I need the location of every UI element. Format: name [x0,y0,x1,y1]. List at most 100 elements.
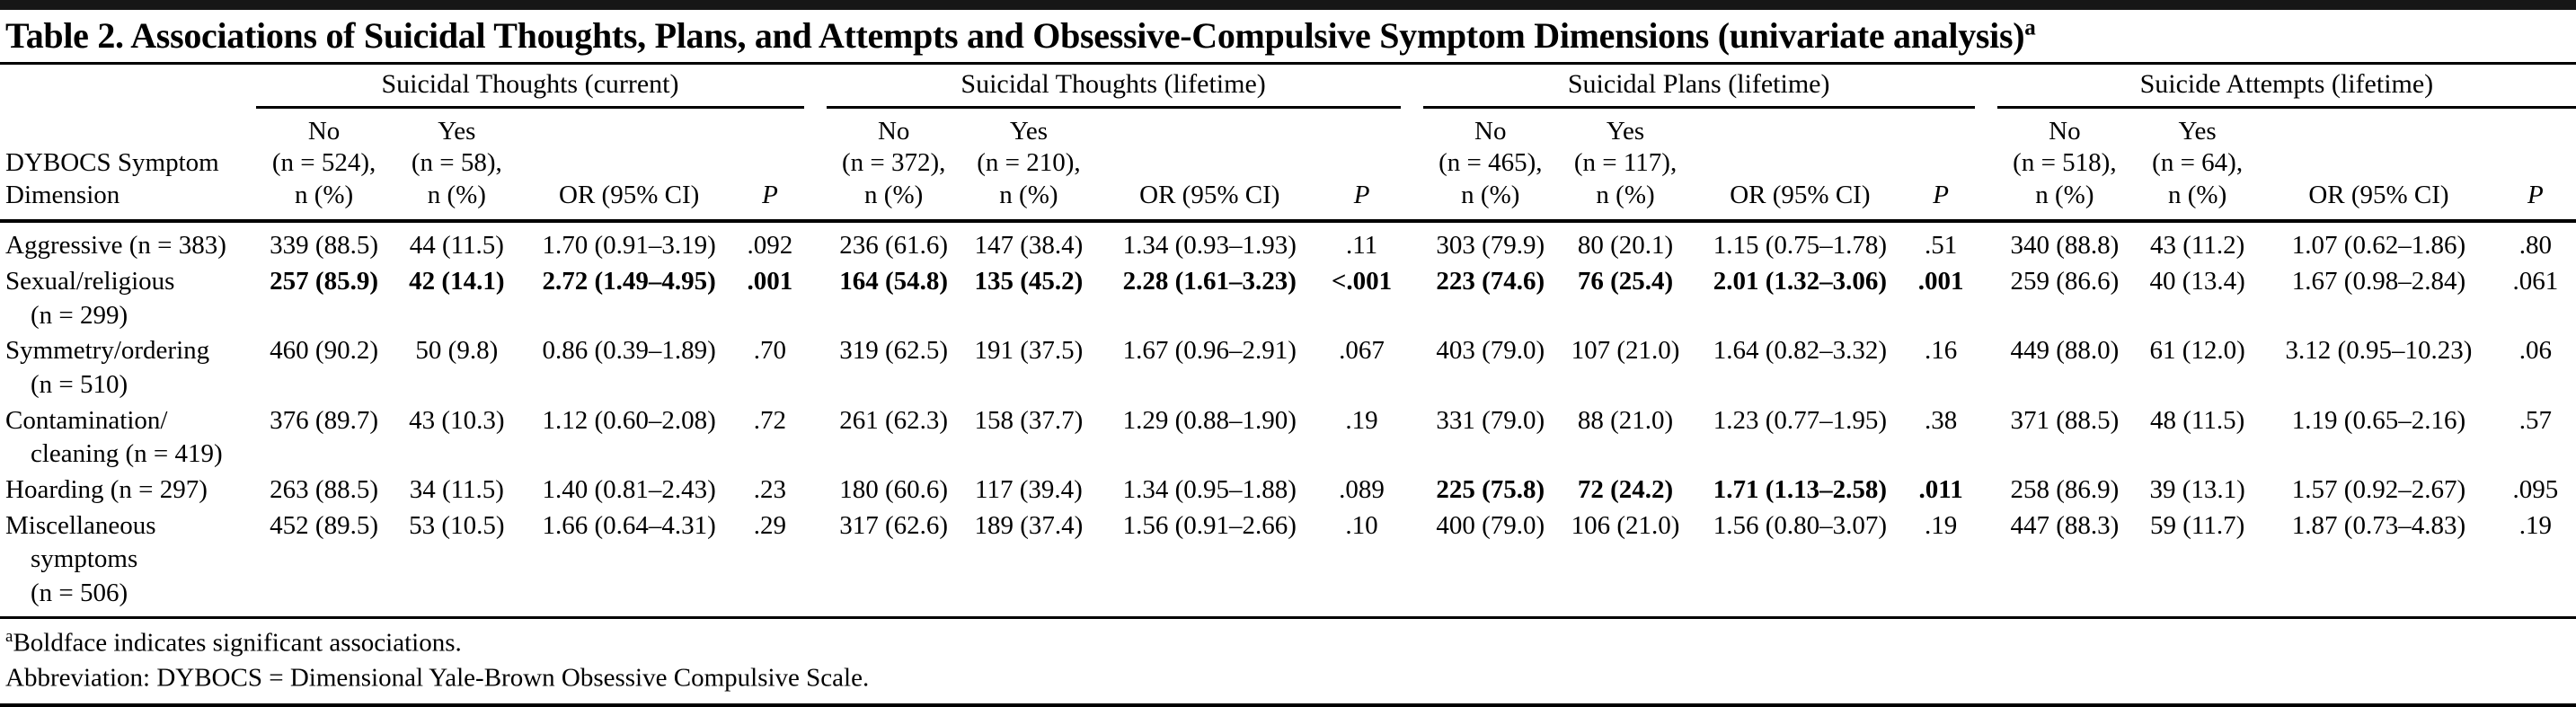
cell-p: .38 [1925,405,1958,435]
cell-p: .70 [753,336,787,366]
label-col-head-spacer [0,64,256,108]
cell-yes: 34 (11.5) [409,474,504,504]
cell-no: 164 (54.8) [839,266,949,296]
cell-or: 1.64 (0.82–3.32) [1713,336,1888,366]
n-pct-label: n (%) [294,180,354,209]
group-gap [1975,333,1997,402]
cell-no: 400 (79.0) [1436,510,1545,540]
group-gap [804,333,827,402]
cell-p: .092 [747,231,793,261]
cell-p: <.001 [1331,266,1393,296]
cell-or: 1.57 (0.92–2.67) [2291,474,2466,504]
cell-or: 2.28 (1.61–3.23) [1122,266,1297,296]
cell-p: .51 [1925,231,1958,261]
n-pct-label: n (%) [1461,180,1520,209]
table-title-row: Table 2. Associations of Suicidal Though… [0,10,2576,62]
cell-no: 261 (62.3) [839,405,949,435]
row-label-line: Symmetry/ordering [5,336,210,366]
cell-or: 1.70 (0.91–3.19) [542,231,716,261]
group-gap [1401,508,1423,618]
row-label-line: Hoarding (n = 297) [5,474,208,504]
yes-label: Yes [1606,117,1645,146]
cell-no: 317 (62.6) [839,510,949,540]
no-label: No [1474,117,1507,146]
footnote-text: Abbreviation: DYBOCS = Dimensional Yale-… [5,663,870,693]
cell-p: .089 [1339,474,1385,504]
cell-yes: 44 (11.5) [409,231,504,261]
yes-n: (n = 58), [411,148,502,178]
n-pct-label: n (%) [864,180,924,209]
cell-or: 1.19 (0.65–2.16) [2291,405,2466,435]
table-row: Hoarding (n = 297) 263 (88.5) 34 (11.5) 1.4… [0,473,2576,508]
group-gap [804,508,827,618]
group-gap [804,473,827,508]
group-gap [804,221,827,264]
cell-yes: 158 (37.7) [974,405,1084,435]
group-gap [1975,403,1997,473]
n-pct-label: n (%) [1596,180,1655,209]
no-n: (n = 372), [841,148,946,178]
col-head-p-g3: P [1907,107,1975,224]
cell-p: .19 [1925,510,1958,540]
row-label-header: DYBOCS Symptom Dimension [0,107,257,224]
col-head-no-g1: No (n = 524), n (%) [256,107,392,224]
cell-p: .10 [1345,510,1378,540]
footnotes: aBoldface indicates significant associat… [0,619,2576,707]
group-gap [804,64,827,108]
group-title-thoughts-current: Suicidal Thoughts (current) [256,63,804,109]
cell-yes: 42 (14.1) [409,266,505,296]
cell-p: .19 [2518,510,2552,540]
group-gap [1975,473,1997,508]
cell-yes: 107 (21.0) [1571,336,1680,366]
cell-yes: 88 (21.0) [1577,405,1674,435]
cell-or: 2.01 (1.32–3.06) [1713,266,1888,296]
col-head-no-g2: No (n = 372), n (%) [826,107,961,224]
col-head-yes-g1: Yes (n = 58), n (%) [391,107,522,224]
group-gap [804,264,827,333]
cell-or: 1.67 (0.96–2.91) [1122,336,1297,366]
subheader-row: DYBOCS Symptom Dimension No (n = 524), n… [0,107,2576,224]
cell-yes: 61 (12.0) [2149,336,2245,366]
row-label-header-line1: DYBOCS Symptom [5,148,219,178]
cell-p: .011 [1918,474,1963,504]
cell-no: 259 (86.6) [2010,266,2120,296]
col-head-p-g4: P [2494,107,2576,224]
yes-n: (n = 210), [977,148,1081,178]
n-pct-label: n (%) [2168,180,2227,209]
cell-or: 1.56 (0.80–3.07) [1713,510,1888,540]
row-label-line: (n = 510) [31,369,128,399]
row-label-header-line2: Dimension [5,180,120,209]
col-head-yes-g3: Yes (n = 117), n (%) [1557,107,1694,224]
row-label: Miscellaneous symptoms (n = 506) [0,508,256,618]
cell-no: 263 (88.5) [270,474,378,504]
footnote-text: Boldface indicates significant associati… [13,628,462,658]
no-label: No [307,117,341,146]
cell-no: 452 (89.5) [270,510,378,540]
cell-or: 1.12 (0.60–2.08) [542,405,716,435]
group-gap [1401,221,1423,264]
table-row: Sexual/religious (n = 299) 257 (85.9) 42 (1… [0,264,2576,333]
row-label: Contamination/cleaning (n = 419) [0,403,256,473]
table-header: Suicidal Thoughts (current) Suicidal Tho… [0,63,2576,224]
cell-p: .061 [2512,266,2559,296]
row-label-line: Sexual/religious [5,266,175,296]
group-gap [1975,221,1997,264]
row-label: Aggressive (n = 383) [0,221,256,264]
cell-no: 303 (79.9) [1436,231,1545,261]
cell-no: 223 (74.6) [1436,266,1545,296]
cell-no: 376 (89.7) [270,405,378,435]
yes-label: Yes [2178,117,2217,146]
group-gap [803,107,827,224]
group-gap [804,403,827,473]
cell-yes: 135 (45.2) [974,266,1084,296]
cell-yes: 43 (10.3) [409,405,505,435]
col-head-yes-g2: Yes (n = 210), n (%) [960,107,1097,224]
cell-or: 1.23 (0.77–1.95) [1713,405,1888,435]
cell-or: 1.66 (0.64–4.31) [542,510,716,540]
row-label: Sexual/religious (n = 299) [0,264,256,333]
group-title-thoughts-lifetime: Suicidal Thoughts (lifetime) [826,63,1401,109]
row-label-line: (n = 299) [31,300,128,330]
col-head-p-g1: P [736,107,804,224]
cell-yes: 40 (13.4) [2149,266,2245,296]
cell-p: .06 [2518,336,2552,366]
